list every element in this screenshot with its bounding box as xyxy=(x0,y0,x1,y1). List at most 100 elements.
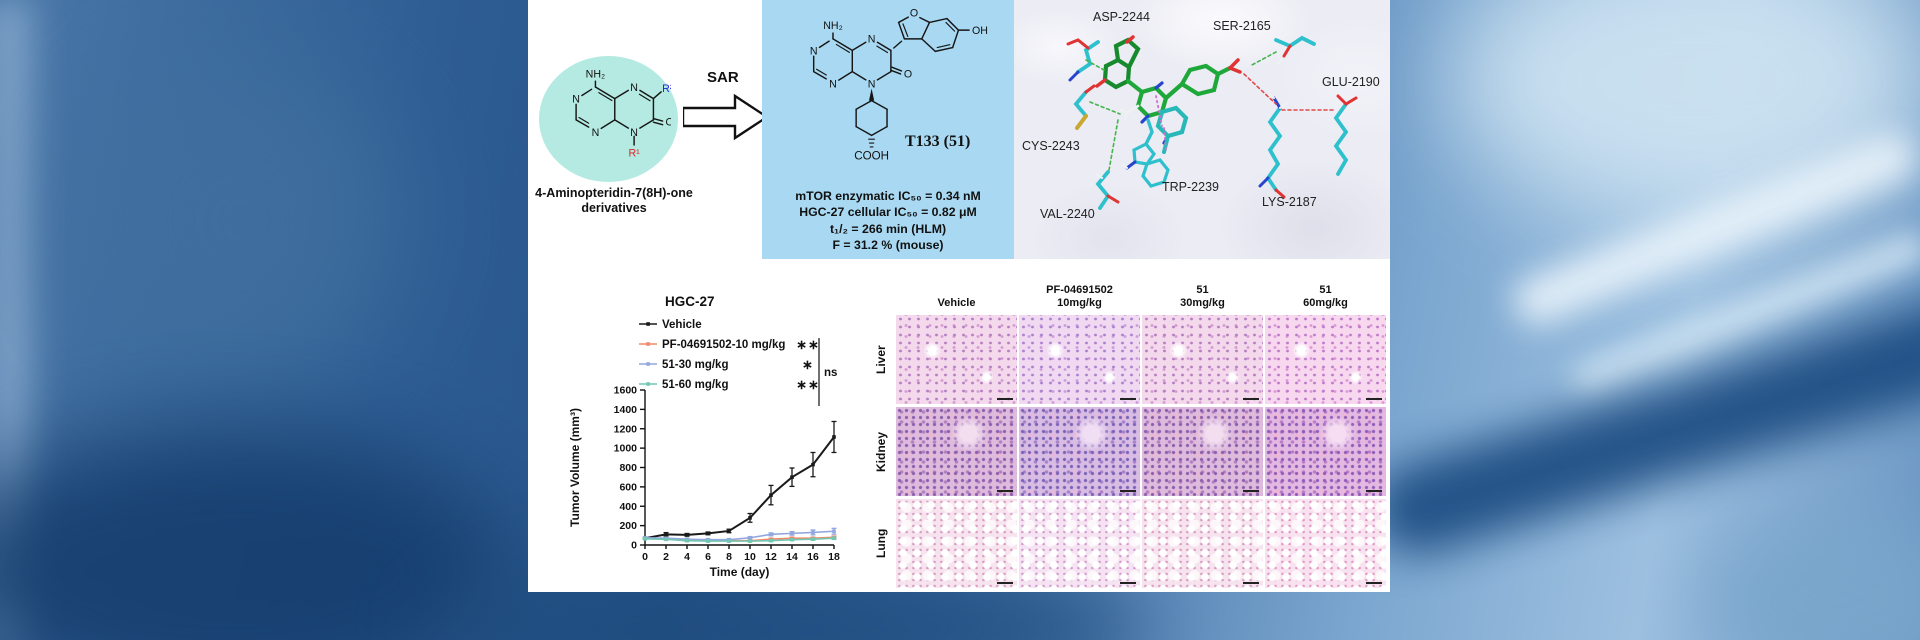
atom-label-n: N xyxy=(810,45,818,57)
x-tick-label: 8 xyxy=(726,551,732,563)
scale-bar xyxy=(1243,398,1259,400)
histology-image-liver-col0 xyxy=(896,315,1017,404)
y-tick-label: 1600 xyxy=(614,385,638,397)
histology-image-liver-col3 xyxy=(1265,315,1386,404)
scale-bar xyxy=(997,490,1013,492)
background-blur-blob xyxy=(1700,515,1920,640)
histology-image-liver-col1 xyxy=(1019,315,1140,404)
y-tick-label: 600 xyxy=(619,481,637,493)
atom-label-o: O xyxy=(666,117,671,129)
atom-label-n: N xyxy=(630,82,638,94)
atom-label-r1: R¹ xyxy=(628,148,640,160)
scale-bar xyxy=(997,582,1013,584)
histology-image-lung-col3 xyxy=(1265,499,1386,588)
property-bioavailability: F = 31.2 % (mouse) xyxy=(832,237,944,252)
residue-label-trp-2239: TRP-2239 xyxy=(1162,180,1219,194)
histology-row-label-liver: Liver xyxy=(874,345,888,374)
property-mtor-ic50: mTOR enzymatic IC₅₀ = 0.34 nM xyxy=(795,189,981,203)
residue-label-asp-2244: ASP-2244 xyxy=(1093,10,1150,24)
histology-image-kidney-col2 xyxy=(1142,407,1263,496)
legend-item-label: 51-60 mg/kg xyxy=(662,379,728,391)
histology-image-kidney-col3 xyxy=(1265,407,1386,496)
lead-structure-drawing: NH₂ N N N N O O OH COOH xyxy=(810,8,988,163)
atom-label-nh2: NH₂ xyxy=(823,20,842,32)
scaffold-caption-line1: 4-Aminopteridin-7(8H)-one xyxy=(535,186,693,200)
x-axis-label: Time (day) xyxy=(710,565,770,579)
scale-bar xyxy=(997,398,1013,400)
atom-label-n: N xyxy=(868,34,876,46)
atom-label-nh2: NH₂ xyxy=(586,68,605,80)
tumor-volume-chart: 0 200 400 600 800 1000 1200 1400 1600 0 2 4 6 8 10 12 14… xyxy=(568,294,840,579)
atom-label-n: N xyxy=(829,79,837,91)
atom-label-oh: OH xyxy=(972,25,988,37)
y-tick-label: 400 xyxy=(619,501,637,513)
graphical-abstract-panel: NH₂ N N N N O R² R¹ 4-Aminopteridin-7(8H… xyxy=(528,0,1390,592)
scaffold-caption-line2: derivatives xyxy=(581,201,647,215)
y-tick-label: 0 xyxy=(631,540,637,552)
scale-bar xyxy=(1366,582,1382,584)
y-tick-label: 1400 xyxy=(614,404,638,416)
scale-bar xyxy=(1366,398,1382,400)
series-line xyxy=(644,436,835,540)
histology-grid: Vehicle PF-04691502 10mg/kg 51 30mg/kg 51 60mg… xyxy=(868,282,1386,588)
scale-bar xyxy=(1243,582,1259,584)
x-tick-label: 2 xyxy=(663,551,669,563)
significance-marker: ∗ xyxy=(802,357,814,372)
histology-image-lung-col2 xyxy=(1142,499,1263,588)
atom-label-n: N xyxy=(572,93,580,105)
y-tick-label: 1200 xyxy=(614,423,638,435)
histology-image-kidney-col1 xyxy=(1019,407,1140,496)
scale-bar xyxy=(1120,398,1136,400)
x-tick-label: 12 xyxy=(765,551,777,563)
significance-marker: ∗∗ xyxy=(796,377,820,392)
histology-row-label-lung: Lung xyxy=(874,528,888,559)
scale-bar xyxy=(1243,490,1259,492)
atom-label-n: N xyxy=(630,127,638,139)
scale-bar xyxy=(1366,490,1382,492)
legend-item-label: Vehicle xyxy=(662,319,702,331)
residue-label-val-2240: VAL-2240 xyxy=(1040,207,1095,221)
lead-compound-name: T133 (51) xyxy=(905,133,971,150)
residue-label-glu-2190: GLU-2190 xyxy=(1322,75,1380,89)
sar-arrow-icon xyxy=(683,93,767,141)
x-tick-label: 10 xyxy=(744,551,756,563)
property-cellular-ic50: HGC-27 cellular IC₅₀ = 0.82 μM xyxy=(799,205,977,220)
legend-item-label: 51-30 mg/kg xyxy=(662,359,728,371)
scaffold-structure-drawing: NH₂ N N N N O R² R¹ xyxy=(572,68,671,160)
protein-binding-panel: ASP-2244 SER-2165 GLU-2190 CYS-2243 TRP-… xyxy=(1014,0,1390,259)
series-line xyxy=(644,530,835,541)
residue-label-ser-2165: SER-2165 xyxy=(1213,19,1271,33)
histology-col-header-2: 51 30mg/kg xyxy=(1180,284,1225,309)
legend-item-label: PF-04691502-10 mg/kg xyxy=(662,339,785,351)
scaffold-caption: 4-Aminopteridin-7(8H)-one derivatives xyxy=(528,186,700,216)
series-line xyxy=(644,537,835,542)
x-tick-label: 6 xyxy=(705,551,711,563)
atom-label-n: N xyxy=(592,127,600,139)
y-tick-label: 1000 xyxy=(614,443,638,455)
x-tick-label: 14 xyxy=(786,551,798,563)
x-tick-label: 4 xyxy=(684,551,690,563)
lead-compound-panel: NH₂ N N N N O O OH COOH T133 (51) mTOR e… xyxy=(762,0,1014,259)
background-blur-blob xyxy=(0,430,510,640)
y-axis-label: Tumor Volume (mm³) xyxy=(568,408,582,527)
significance-marker: ∗∗ xyxy=(796,337,820,352)
atom-label-r2: R² xyxy=(662,83,671,95)
x-tick-label: 16 xyxy=(807,551,819,563)
atom-label-o: O xyxy=(904,68,912,80)
x-tick-label: 0 xyxy=(642,551,648,563)
ns-label: ns xyxy=(824,367,837,379)
histology-image-kidney-col0 xyxy=(896,407,1017,496)
y-tick-label: 800 xyxy=(619,462,637,474)
scale-bar xyxy=(1120,490,1136,492)
histology-col-header-3: 51 60mg/kg xyxy=(1303,284,1348,309)
background-blur-blob xyxy=(80,60,400,380)
property-half-life: t₁/₂ = 266 min (HLM) xyxy=(829,221,947,236)
histology-row-label-kidney: Kidney xyxy=(874,431,888,472)
histology-col-header-1: PF-04691502 10mg/kg xyxy=(1046,284,1113,309)
histology-image-liver-col2 xyxy=(1142,315,1263,404)
binding-pocket-graphic xyxy=(1066,35,1358,210)
histology-col-header-0: Vehicle xyxy=(937,297,976,309)
lead-compound-properties: mTOR enzymatic IC₅₀ = 0.34 nM HGC-27 cel… xyxy=(762,188,1014,253)
histology-image-lung-col1 xyxy=(1019,499,1140,588)
